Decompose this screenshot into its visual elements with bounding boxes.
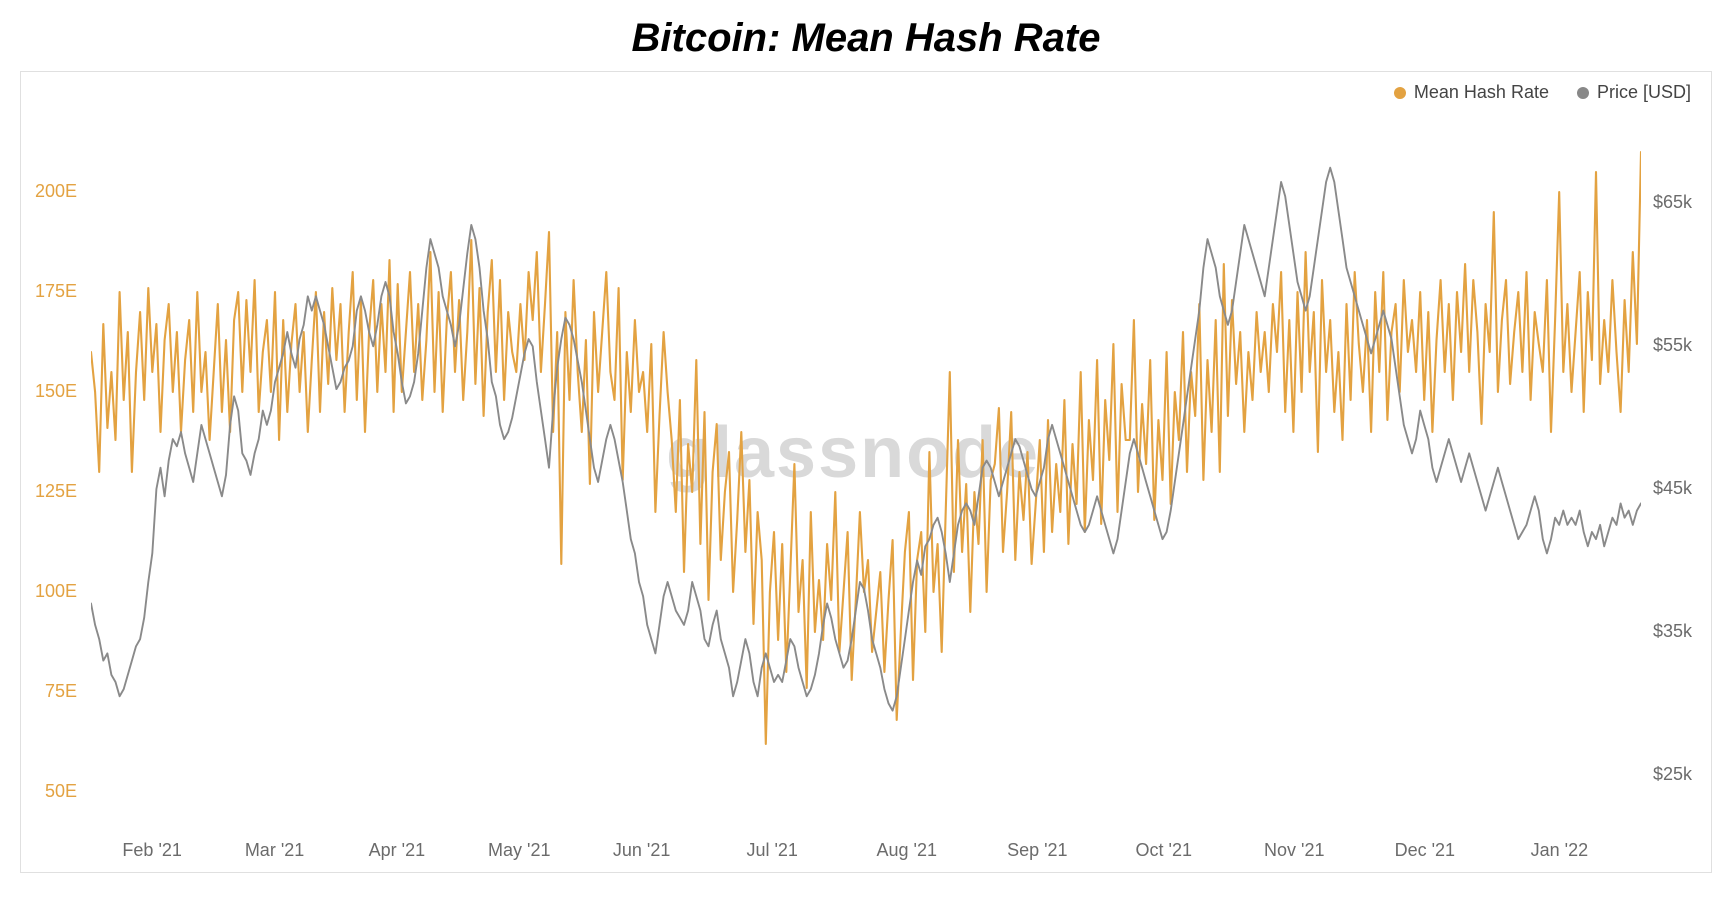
- axis-tick-label: Sep '21: [1007, 840, 1068, 861]
- axis-tick-label: 150E: [21, 381, 77, 402]
- legend-item-price: Price [USD]: [1577, 82, 1691, 103]
- line-chart-svg: [91, 132, 1641, 832]
- series-price: [91, 168, 1641, 711]
- axis-tick-label: Apr '21: [369, 840, 425, 861]
- axis-tick-label: $65k: [1653, 192, 1692, 213]
- axis-tick-label: Mar '21: [245, 840, 304, 861]
- axis-tick-label: Jul '21: [746, 840, 797, 861]
- legend-label: Mean Hash Rate: [1414, 82, 1549, 103]
- axis-tick-label: Nov '21: [1264, 840, 1324, 861]
- axis-tick-label: Dec '21: [1395, 840, 1455, 861]
- axis-tick-label: Aug '21: [877, 840, 938, 861]
- axis-tick-label: Oct '21: [1136, 840, 1192, 861]
- page: Bitcoin: Mean Hash Rate Mean Hash Rate P…: [0, 0, 1732, 908]
- legend-item-hashrate: Mean Hash Rate: [1394, 82, 1549, 103]
- axis-tick-label: $25k: [1653, 764, 1692, 785]
- axis-tick-label: 50E: [21, 781, 77, 802]
- axis-tick-label: $35k: [1653, 621, 1692, 642]
- axis-tick-label: 175E: [21, 281, 77, 302]
- legend-dot-icon: [1577, 87, 1589, 99]
- axis-tick-label: 75E: [21, 681, 77, 702]
- axis-tick-label: 100E: [21, 581, 77, 602]
- axis-tick-label: 200E: [21, 181, 77, 202]
- chart-title: Bitcoin: Mean Hash Rate: [20, 16, 1712, 61]
- plot-area: [91, 132, 1641, 832]
- legend-label: Price [USD]: [1597, 82, 1691, 103]
- axis-tick-label: Feb '21: [122, 840, 181, 861]
- legend-dot-icon: [1394, 87, 1406, 99]
- chart-legend: Mean Hash Rate Price [USD]: [1394, 82, 1691, 103]
- axis-tick-label: Jan '22: [1531, 840, 1588, 861]
- axis-tick-label: May '21: [488, 840, 550, 861]
- axis-tick-label: $45k: [1653, 478, 1692, 499]
- axis-tick-label: $55k: [1653, 335, 1692, 356]
- axis-tick-label: Jun '21: [613, 840, 670, 861]
- series-hashrate: [91, 152, 1641, 744]
- chart-frame: Mean Hash Rate Price [USD] glassnode 50E…: [20, 71, 1712, 873]
- axis-tick-label: 125E: [21, 481, 77, 502]
